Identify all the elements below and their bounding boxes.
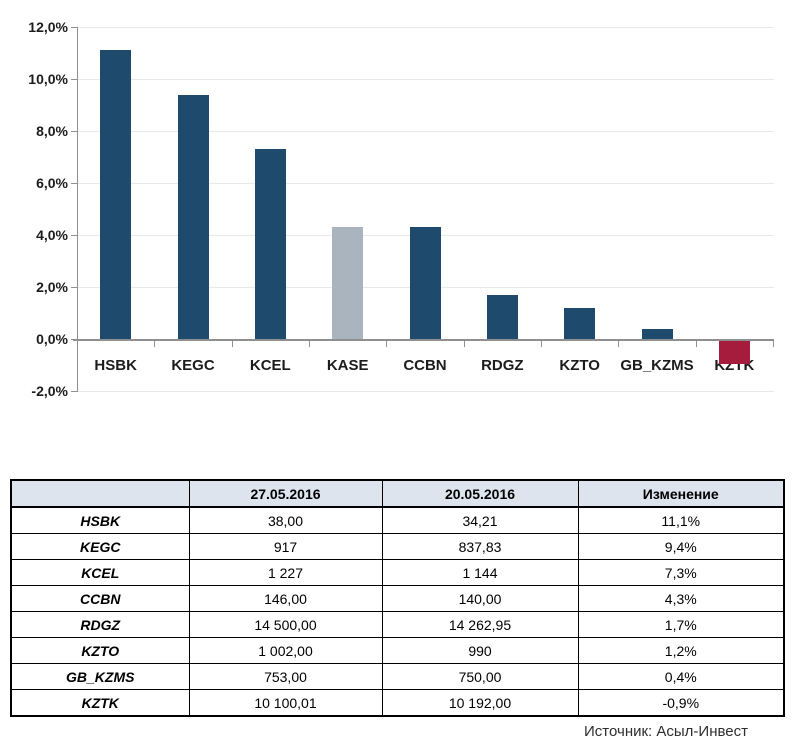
chart-x-axis-tick [695,341,697,347]
chart-bar-rdgz [486,294,518,339]
table-cell: 753,00 [188,663,383,690]
chart-gridline [75,131,774,132]
table-cell: 10 192,00 [381,689,579,717]
chart-bar-gb_kzms [641,328,673,339]
table-cell: 7,3% [577,559,785,586]
table-cell: 1,7% [577,611,785,638]
table-cell: 0,4% [577,663,785,690]
chart-y-axis-tick [71,235,77,236]
table-header-cell: 20.05.2016 [381,479,579,508]
chart-x-label-hsbk: HSBK [94,357,137,374]
chart-gridline [75,183,774,184]
chart-bar-kzto [564,307,596,339]
table-cell: 14 262,95 [381,611,579,638]
table-cell: 917 [188,533,383,560]
table-cell: 4,3% [577,585,785,612]
chart-y-axis-tick [71,183,77,184]
ticker-label: GB_KZMS [10,663,190,690]
table-cell: 10 100,01 [188,689,383,717]
chart-x-label-rdgz: RDGZ [481,357,524,374]
ticker-label: KCEL [10,559,190,586]
chart-y-axis-label: 10,0% [28,71,68,87]
chart-x-axis-tick [309,341,310,347]
chart-y-axis [77,27,78,392]
chart-y-axis-tick [71,79,77,80]
chart-y-axis-tick [71,391,77,392]
table-cell: 990 [381,637,579,664]
table-row: GB_KZMS 753,00 750,00 0,4% [10,663,785,690]
table-cell: 140,00 [381,585,579,612]
table-cell: 837,83 [381,533,579,560]
table-row: KEGC 917 837,83 9,4% [10,533,785,560]
table-header-blank [10,479,190,508]
chart-x-axis-tick [231,341,233,347]
chart-x-axis-tick [618,341,620,347]
table-row: KZTK 10 100,01 10 192,00 -0,9% [10,689,785,717]
table-row: HSBK 38,00 34,21 11,1% [10,506,785,534]
table-header-cell: 27.05.2016 [188,479,383,508]
weekly-change-bar-chart: 12,0% 10,0% 8,0% 6,0% 4,0% 2,0% 0,0% -2,0% HSBK K… [28,19,774,399]
table-header-cell: Изменение [577,479,785,508]
chart-y-axis-label: 6,0% [36,175,68,191]
chart-y-axis-label: 12,0% [28,19,68,35]
table-header-row: 27.05.2016 20.05.2016 Изменение [10,479,785,508]
chart-x-label-kegc: KEGC [171,357,215,374]
chart-y-axis-label: 4,0% [36,227,68,243]
table-row: KCEL 1 227 1 144 7,3% [10,559,785,586]
table-cell: 14 500,00 [188,611,383,638]
chart-y-axis-tick [71,27,77,28]
table-cell: 750,00 [381,663,579,690]
chart-gridline [75,391,774,392]
table-cell: 11,1% [577,506,785,534]
table-cell: -0,9% [577,689,785,717]
chart-bar-hsbk [100,50,132,339]
chart-y-axis-tick [71,131,77,132]
table-row: KZTO 1 002,00 990 1,2% [10,637,785,664]
chart-y-axis-label: -2,0% [31,383,68,399]
table-cell: 34,21 [381,506,579,534]
chart-x-label-kzto: KZTO [559,357,600,374]
chart-bar-kztk [718,341,750,365]
chart-x-label-kase: KASE [326,357,369,374]
chart-x-axis-tick [386,341,388,347]
table-cell: 38,00 [188,506,383,534]
chart-y-axis-label: 8,0% [36,123,68,139]
source-note: Источник: Асыл-Инвест [584,723,748,740]
table-cell: 1 002,00 [188,637,383,664]
chart-x-axis-tick [154,341,156,347]
chart-x-label-ccbn: CCBN [403,357,447,374]
chart-x-axis-tick [463,341,465,347]
chart-x-axis-tick [541,341,542,347]
table-row: RDGZ 14 500,00 14 262,95 1,7% [10,611,785,638]
chart-bar-kase [332,227,364,339]
chart-x-axis-tick [773,341,774,347]
chart-gridline [75,79,774,80]
table-cell: 1,2% [577,637,785,664]
table-cell: 9,4% [577,533,785,560]
table-cell: 1 227 [188,559,383,586]
ticker-label: KEGC [10,533,190,560]
chart-bar-kcel [254,149,286,339]
table-cell: 146,00 [188,585,383,612]
chart-bar-ccbn [409,227,441,339]
chart-gridline [75,27,774,28]
ticker-label: CCBN [10,585,190,612]
quotes-table: 27.05.2016 20.05.2016 Изменение HSBK 38,00 34… [10,479,785,717]
chart-y-axis-label: 0,0% [36,331,68,347]
ticker-label: RDGZ [10,611,190,638]
table-row: CCBN 146,00 140,00 4,3% [10,585,785,612]
chart-x-label-kcel: KCEL [249,357,291,374]
ticker-label: HSBK [10,506,190,534]
chart-y-axis-label: 2,0% [36,279,68,295]
chart-x-label-gb_kzms: GB_KZMS [620,357,694,374]
chart-y-axis-tick [71,287,77,288]
chart-zero-baseline [73,339,774,341]
table-cell: 1 144 [381,559,579,586]
ticker-label: KZTK [10,689,190,717]
ticker-label: KZTO [10,637,190,664]
chart-bar-kegc [177,94,209,339]
chart-x-axis-tick [77,341,78,347]
